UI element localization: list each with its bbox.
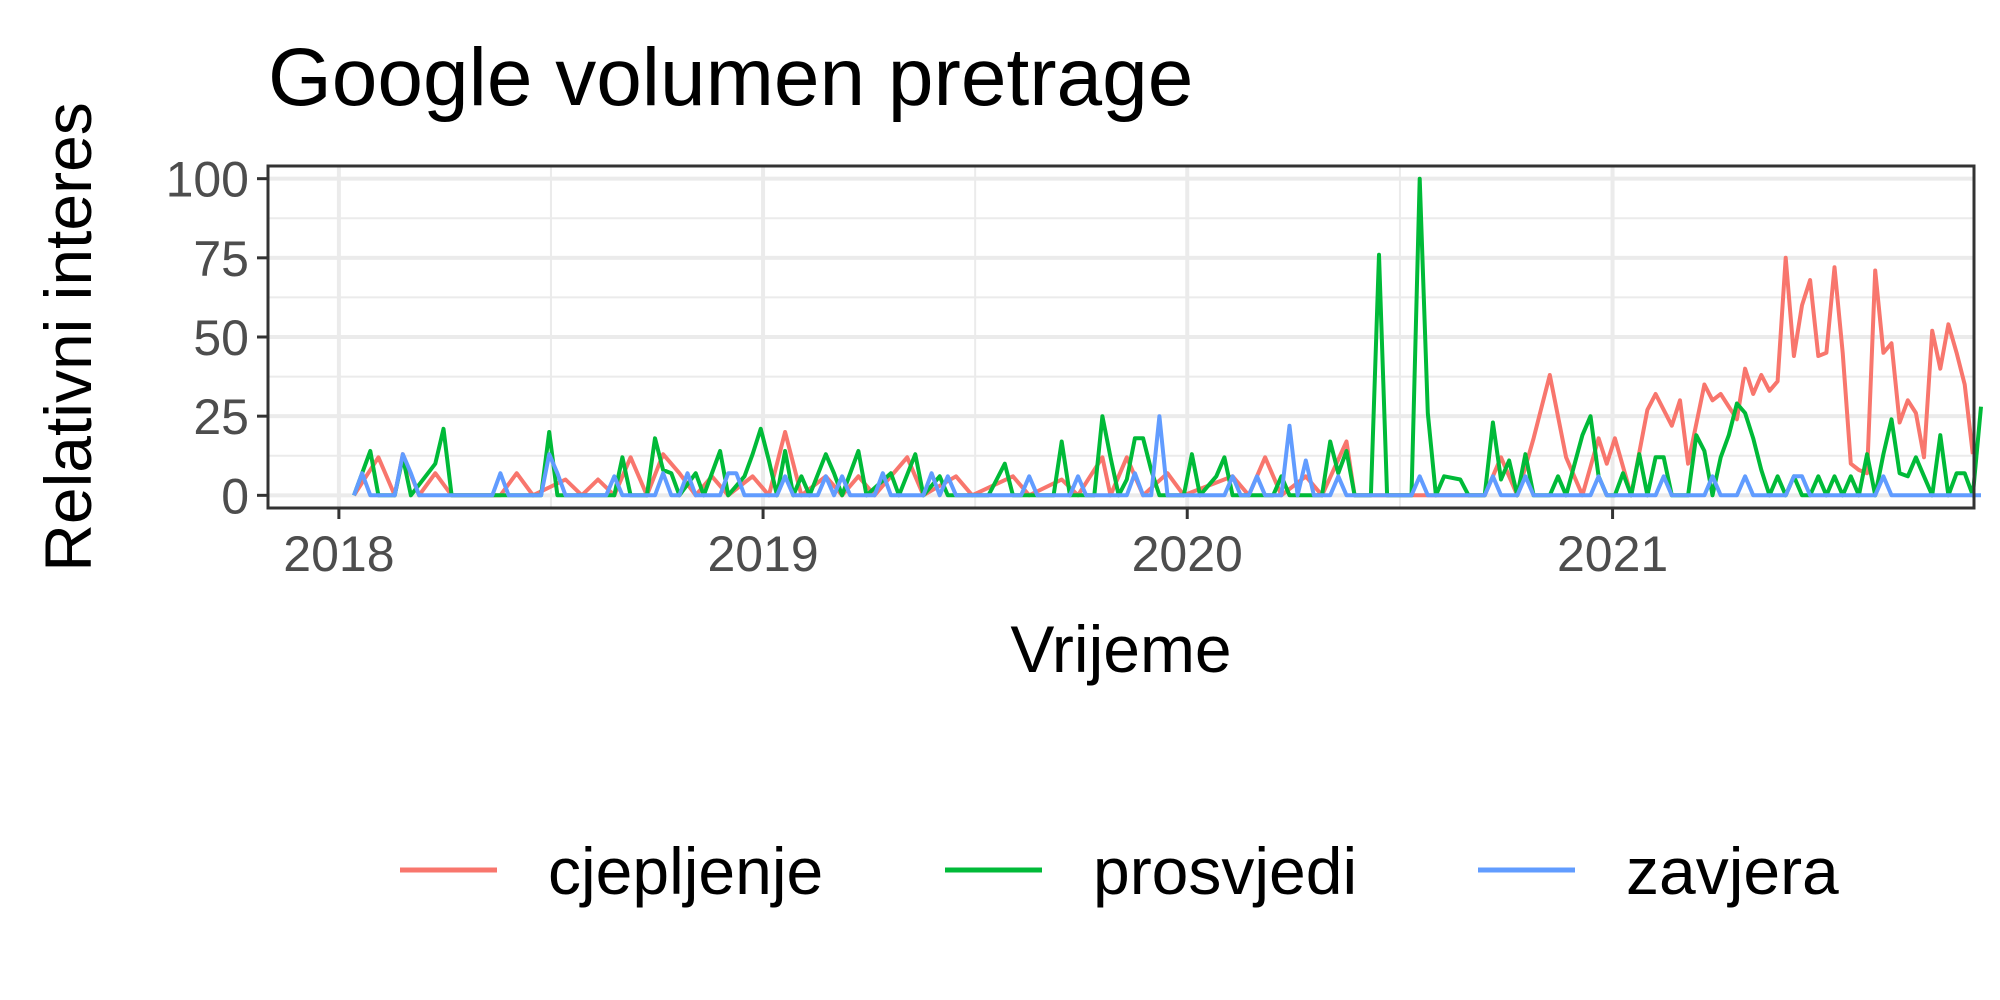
legend-item-cjepljenje: cjepljenje xyxy=(400,834,823,908)
legend-label-cjepljenje: cjepljenje xyxy=(548,834,823,908)
x-tick-label: 2018 xyxy=(283,526,394,582)
x-axis-title: Vrijeme xyxy=(1010,612,1231,686)
series-layer xyxy=(352,176,1983,498)
y-tick-label: 100 xyxy=(166,152,249,208)
legend-item-prosvjedi: prosvjedi xyxy=(945,834,1357,908)
y-tick-label: 75 xyxy=(193,231,249,287)
y-tick-label: 25 xyxy=(193,389,249,445)
legend-label-prosvjedi: prosvjedi xyxy=(1093,834,1357,908)
grid-major xyxy=(268,166,1974,508)
x-tick-label: 2021 xyxy=(1557,526,1668,582)
legend-item-zavjera: zavjera xyxy=(1478,834,1839,908)
legend: cjepljenje prosvjedi zavjera xyxy=(400,834,1839,908)
x-tick-label: 2019 xyxy=(707,526,818,582)
y-axis: 0 25 50 75 100 xyxy=(166,152,268,524)
y-axis-title: Relativni interes xyxy=(31,102,105,572)
chart-title: Google volumen pretrage xyxy=(268,32,1193,123)
x-tick-label: 2020 xyxy=(1132,526,1243,582)
legend-label-zavjera: zavjera xyxy=(1626,834,1839,908)
x-axis: 2018 2019 2020 2021 xyxy=(283,508,1668,582)
series-line-zavjera xyxy=(352,414,1981,498)
y-tick-label: 50 xyxy=(193,310,249,366)
y-tick-label: 0 xyxy=(221,468,249,524)
